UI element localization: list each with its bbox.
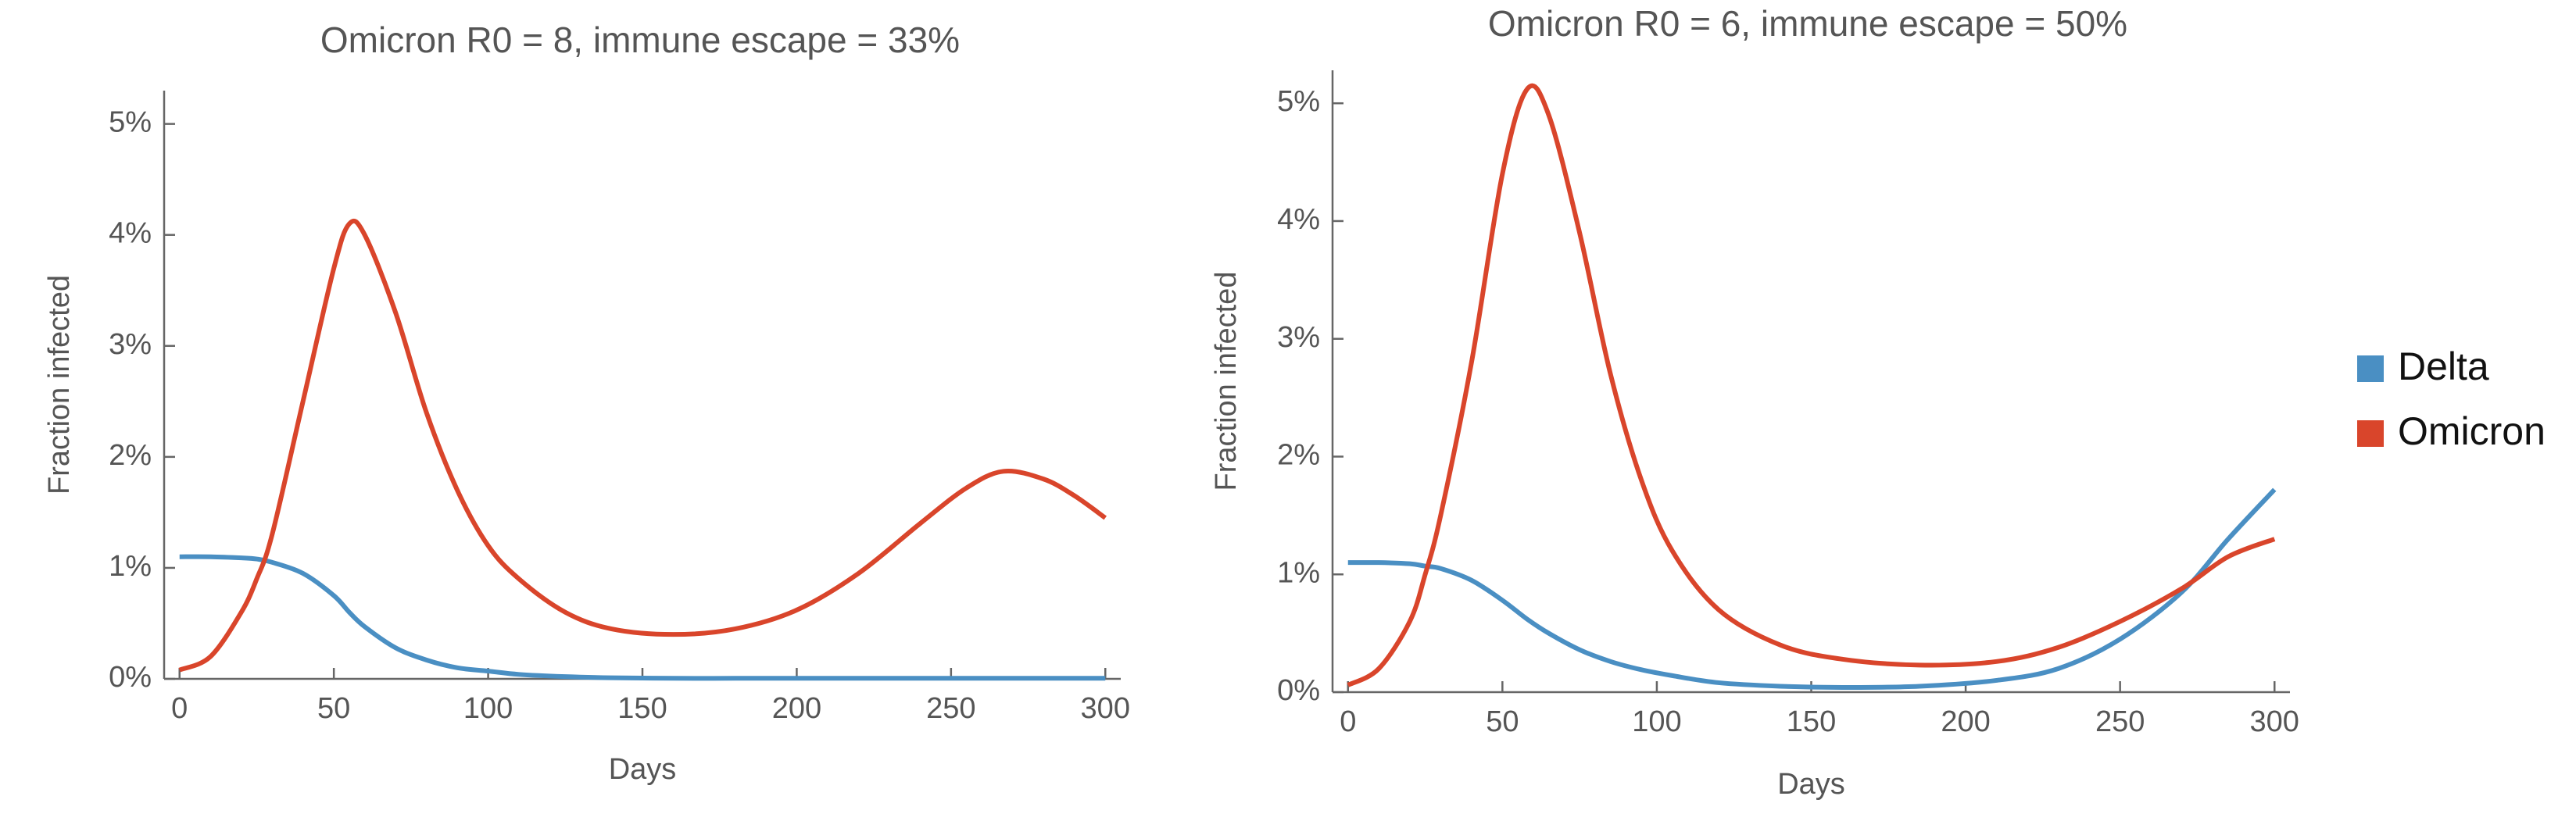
y-tick-label: 2% — [109, 439, 152, 472]
y-tick-label: 4% — [109, 217, 152, 250]
y-tick-label: 2% — [1277, 439, 1320, 472]
y-tick-label: 5% — [109, 106, 152, 139]
x-tick-label: 100 — [463, 692, 513, 725]
x-tick-label: 150 — [617, 692, 667, 725]
y-tick-label: 4% — [1277, 203, 1320, 236]
x-tick-label: 250 — [926, 692, 975, 725]
x-tick-label: 300 — [2250, 705, 2299, 738]
legend-label: Omicron — [2398, 409, 2546, 453]
y-axis-label: Fraction infected — [1210, 272, 1243, 491]
x-tick-label: 200 — [772, 692, 821, 725]
x-tick-label: 300 — [1081, 692, 1130, 725]
x-tick-label: 50 — [1486, 705, 1519, 738]
y-tick-label: 1% — [109, 550, 152, 583]
x-axis-label: Days — [1777, 768, 1845, 801]
y-tick-label: 0% — [1277, 674, 1320, 707]
y-axis-label: Fraction infected — [43, 275, 76, 494]
line-series — [178, 218, 1107, 673]
legend-swatch — [2357, 420, 2384, 447]
x-tick-label: 0 — [1340, 705, 1356, 738]
x-tick-label: 0 — [171, 692, 188, 725]
legend-label: Delta — [2398, 345, 2489, 388]
chart-title: Omicron R0 = 6, immune escape = 50% — [1488, 3, 2127, 44]
y-tick-label: 3% — [109, 328, 152, 361]
x-tick-label: 250 — [2095, 705, 2145, 738]
legend-swatch — [2357, 355, 2384, 382]
line-series — [179, 554, 1106, 681]
chart-title: Omicron R0 = 8, immune escape = 33% — [320, 20, 960, 60]
y-tick-label: 1% — [1277, 556, 1320, 589]
line-series — [1347, 487, 2277, 690]
x-axis-label: Days — [609, 753, 677, 786]
line-series — [1347, 83, 2276, 687]
x-tick-label: 50 — [317, 692, 350, 725]
x-tick-label: 100 — [1632, 705, 1681, 738]
y-tick-label: 3% — [1277, 321, 1320, 354]
y-tick-label: 0% — [109, 661, 152, 694]
x-tick-label: 200 — [1941, 705, 1990, 738]
y-tick-label: 5% — [1277, 85, 1320, 118]
x-tick-label: 150 — [1787, 705, 1836, 738]
